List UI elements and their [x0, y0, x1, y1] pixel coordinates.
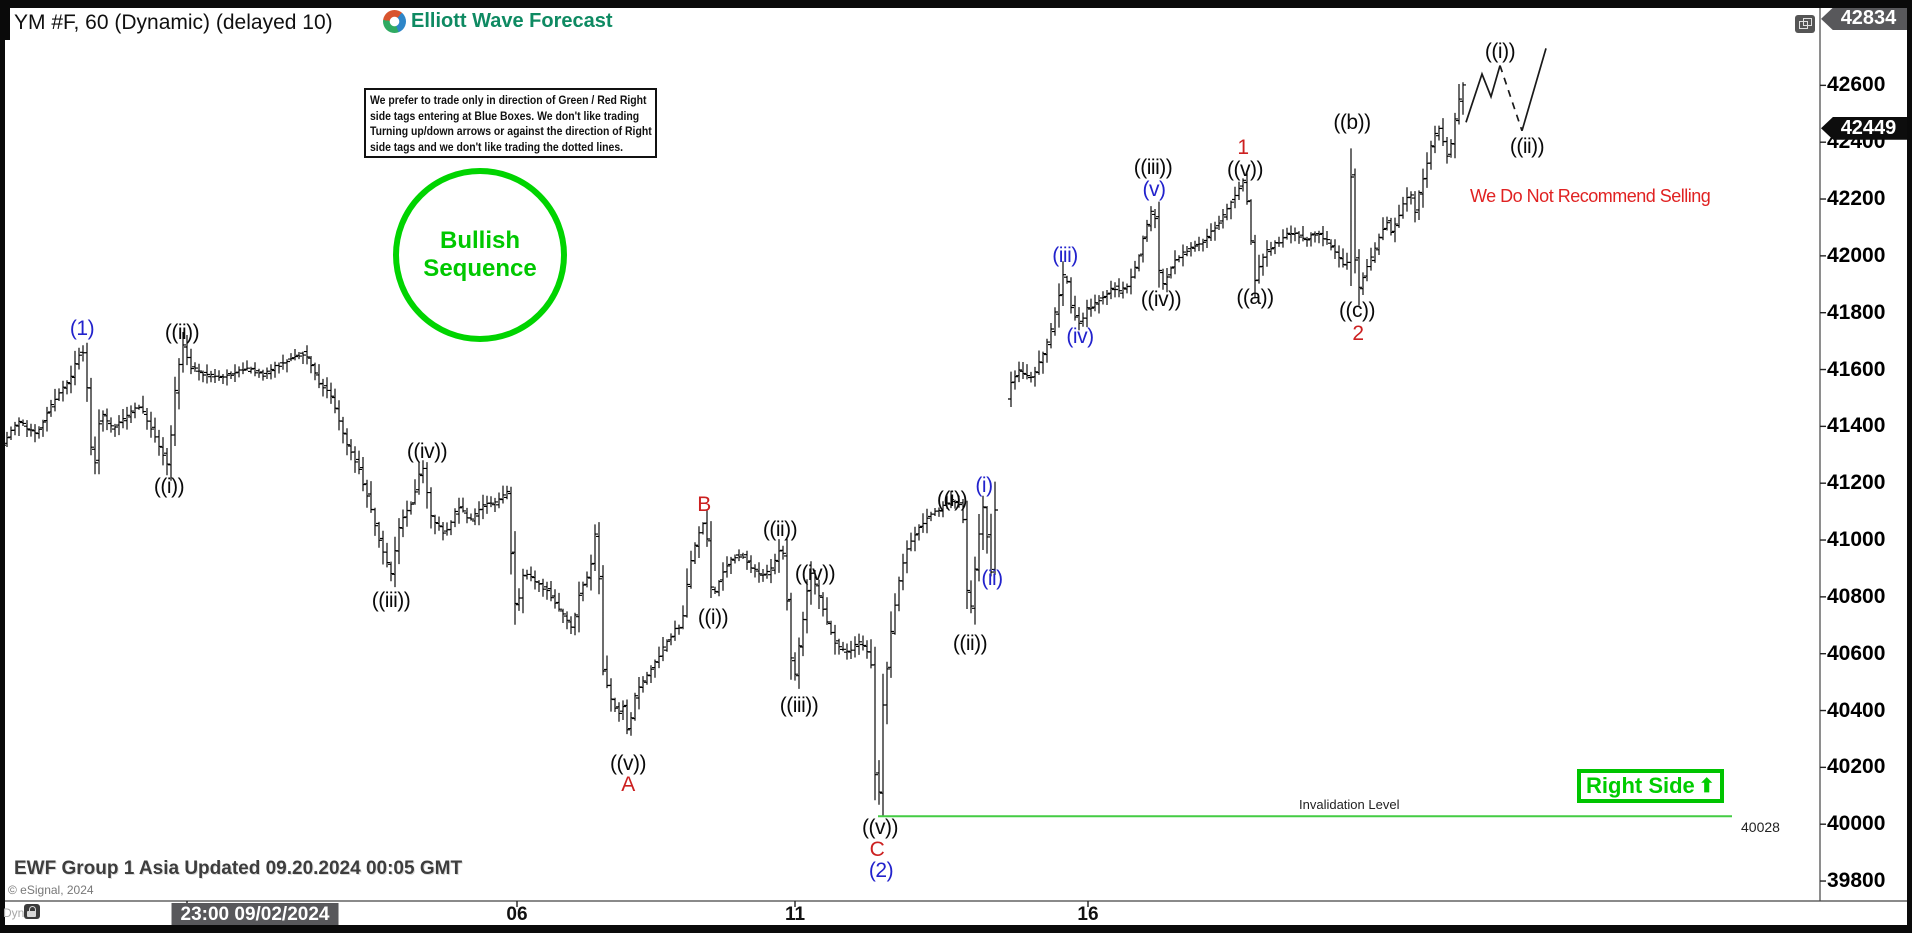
- wave-label: ((iv)): [1140, 288, 1182, 311]
- price-tick-label: 40000: [1827, 812, 1886, 836]
- bullish-sequence-circle: [393, 168, 567, 342]
- price-tick-label: 41600: [1827, 357, 1886, 381]
- disclaimer-line: side tags entering at Blue Boxes. We don…: [370, 108, 640, 123]
- wave-label: ((v)): [1227, 158, 1263, 181]
- brand-logo: Elliott Wave Forecast: [383, 10, 613, 33]
- wave-label: (iii): [1052, 244, 1078, 267]
- time-tick-label: 11: [784, 904, 806, 925]
- frame-bottom: [0, 925, 1912, 933]
- restore-window-icon[interactable]: [1795, 15, 1815, 33]
- wave-label: ((i)): [153, 475, 185, 498]
- price-tick-label: 41800: [1827, 300, 1886, 324]
- frame-top: [0, 0, 1912, 8]
- price-tick-label: 41000: [1827, 528, 1886, 552]
- projection-line-dashed: [1499, 65, 1523, 132]
- price-tick-label: 41200: [1827, 471, 1886, 495]
- frame-right: [1907, 0, 1912, 933]
- price-tick-label: 40200: [1827, 755, 1886, 779]
- dyn-mode-label[interactable]: Dyn: [3, 906, 25, 920]
- time-tick-label: 16: [1077, 904, 1099, 925]
- price-tick-label: 42600: [1827, 73, 1886, 97]
- wave-label: 2: [1352, 322, 1364, 345]
- price-tick-label: 40800: [1827, 584, 1886, 608]
- no-sell-note: We Do Not Recommend Selling: [1470, 186, 1711, 206]
- wave-label: 1: [1237, 136, 1249, 159]
- wave-label: B: [697, 493, 711, 516]
- wave-label: ((iii)): [1133, 156, 1173, 179]
- invalidation-level-price: 40028: [1741, 819, 1780, 835]
- wave-label: ((a)): [1236, 286, 1274, 309]
- projection-line-solid: [1521, 48, 1547, 132]
- projection-line-solid: [1465, 65, 1501, 123]
- ohlc-bars: [0, 82, 1466, 817]
- time-tick-label: 06: [506, 904, 528, 925]
- disclaimer-line: Turning up/down arrows or against the di…: [370, 124, 652, 138]
- price-tag-high: 42834: [1821, 7, 1908, 31]
- disclaimer-line: side tags and we don't like trading the …: [370, 139, 624, 154]
- price-tick-label: 40400: [1827, 698, 1886, 722]
- lock-body-glyph: [27, 910, 36, 917]
- wave-label: ((i)): [1484, 40, 1516, 63]
- frame-corner-notch: [0, 8, 10, 40]
- invalidation-level-label: Invalidation Level: [1299, 797, 1400, 812]
- brand-logo-icon: [383, 10, 406, 33]
- up-arrow-icon: ⬆: [1698, 775, 1715, 797]
- wave-label: C: [869, 838, 885, 861]
- wave-label: ((v)): [610, 752, 646, 775]
- price-tick-label: 42200: [1827, 187, 1886, 211]
- wave-label: (1): [69, 317, 95, 340]
- trading-disclaimer-box: We prefer to trade only in direction of …: [364, 88, 657, 158]
- chart-title: YM #F, 60 (Dynamic) (delayed 10): [14, 11, 333, 34]
- wave-label: ((ii)): [164, 321, 200, 344]
- wave-label: ((iii)): [371, 589, 411, 612]
- disclaimer-line: We prefer to trade only in direction of …: [370, 93, 647, 107]
- restore-window-glyph: [1799, 21, 1808, 29]
- wave-label: (i): [975, 474, 993, 497]
- price-tag-last: 42449: [1821, 116, 1908, 140]
- esignal-copyright: © eSignal, 2024: [8, 883, 94, 897]
- wave-label: ((ii)): [952, 632, 988, 655]
- bullish-line2: Sequence: [423, 255, 537, 282]
- right-side-label: Right Side: [1586, 773, 1695, 798]
- wave-label: ((iv)): [406, 440, 448, 463]
- wave-label: ((i)): [697, 606, 729, 629]
- analyst-signature: EWF Group 1 Asia Updated 09.20.2024 00:0…: [14, 858, 463, 879]
- price-tick-label: 42000: [1827, 243, 1886, 267]
- wave-label: (v): [1142, 178, 1167, 201]
- wave-label: ((b)): [1333, 111, 1371, 134]
- lock-shackle-glyph: [28, 906, 36, 912]
- lock-icon[interactable]: [24, 904, 40, 919]
- wave-label: ((ii)): [762, 518, 798, 541]
- price-tick-label: 40600: [1827, 641, 1886, 665]
- wave-label: ((iii)): [779, 694, 819, 717]
- wave-label: (ii): [981, 567, 1003, 590]
- wave-label: ((i)): [936, 488, 968, 511]
- wave-label: (iv): [1066, 325, 1094, 348]
- price-tick-label: 39800: [1827, 869, 1886, 893]
- wave-label: ((c)): [1339, 299, 1375, 322]
- right-side-badge: Right Side ⬆: [1577, 769, 1724, 803]
- bullish-sequence-badge: Bullish Sequence: [423, 227, 536, 283]
- wave-label: ((ii)): [1509, 135, 1545, 158]
- time-cursor-label: 23:00 09/02/2024: [171, 903, 339, 927]
- brand-name: Elliott Wave Forecast: [411, 10, 613, 32]
- wave-label: ((v)): [862, 816, 898, 839]
- wave-label: ((iv)): [794, 562, 836, 585]
- wave-label: A: [621, 773, 635, 796]
- price-tick-label: 41400: [1827, 414, 1886, 438]
- frame-left: [0, 0, 5, 933]
- wave-label: (2): [868, 859, 894, 882]
- bullish-line1: Bullish: [439, 227, 521, 254]
